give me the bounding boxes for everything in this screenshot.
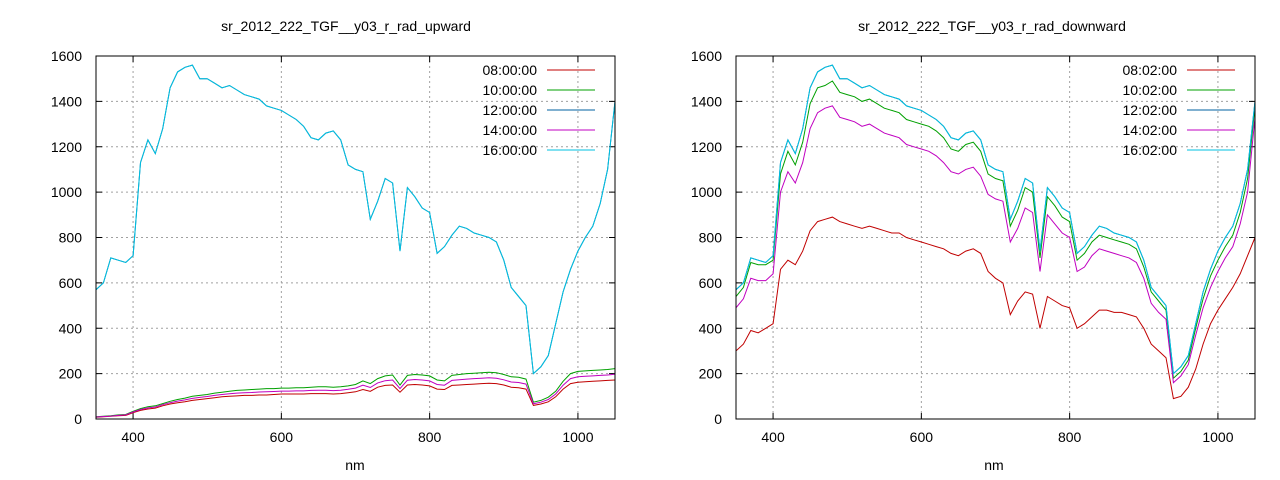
y-tick-label: 1400 (691, 93, 722, 109)
plot-frame (95, 55, 616, 420)
legend-label: 12:00:00 (483, 102, 538, 118)
y-tick-label: 200 (699, 366, 723, 382)
x-tick-label: 1000 (1202, 429, 1233, 445)
x-tick-label: 400 (121, 429, 145, 445)
legend-label: 14:00:00 (483, 122, 538, 138)
series-line-100000 (96, 368, 615, 418)
y-tick-label: 1600 (51, 48, 82, 64)
legend-label: 08:02:00 (1123, 62, 1178, 78)
y-tick-label: 1000 (691, 184, 722, 200)
legend-label: 12:02:00 (1123, 102, 1178, 118)
series-line-140000 (96, 373, 615, 418)
x-axis-label: nm (984, 457, 1003, 473)
x-tick-label: 600 (910, 429, 934, 445)
chart-title: sr_2012_222_TGF__y03_r_rad_downward (858, 18, 1126, 34)
legend-label: 10:02:00 (1123, 82, 1178, 98)
y-tick-label: 800 (699, 230, 723, 246)
chart-panel-2: sr_2012_222_TGF__y03_r_rad_downward 0 200 4… (691, 18, 1256, 473)
x-tick-label: 800 (1058, 429, 1082, 445)
y-tick-label: 0 (74, 411, 82, 427)
y-tick-label: 400 (699, 320, 723, 336)
plot-frame (735, 55, 1256, 420)
legend-label: 14:02:00 (1123, 122, 1178, 138)
series-line-160000 (96, 64, 615, 375)
y-tick-label: 400 (59, 320, 83, 336)
y-tick-label: 1200 (691, 139, 722, 155)
x-tick-label: 800 (418, 429, 442, 445)
y-tick-label: 600 (59, 275, 83, 291)
series-line-120200 (736, 64, 1255, 375)
series-line-100200 (736, 80, 1255, 380)
y-tick-label: 1400 (51, 93, 82, 109)
y-tick-label: 1600 (691, 48, 722, 64)
y-tick-label: 0 (714, 411, 722, 427)
x-axis-label: nm (345, 457, 364, 473)
x-tick-label: 1000 (562, 429, 593, 445)
legend-label: 16:02:00 (1123, 142, 1178, 158)
series-line-140200 (736, 105, 1255, 384)
x-tick-label: 400 (761, 429, 785, 445)
x-tick-label: 600 (270, 429, 294, 445)
y-tick-label: 1200 (51, 139, 82, 155)
series-line-160200 (736, 64, 1255, 375)
y-tick-label: 200 (59, 366, 83, 382)
series-line-080200 (736, 216, 1255, 400)
legend-label: 16:00:00 (483, 142, 538, 158)
legend-label: 08:00:00 (483, 62, 538, 78)
y-tick-label: 800 (59, 230, 83, 246)
chart-panel-1: sr_2012_222_TGF__y03_r_rad_upward 0 200 400… (51, 18, 616, 473)
y-tick-label: 1000 (51, 184, 82, 200)
series-line-080000 (96, 379, 615, 418)
chart-title: sr_2012_222_TGF__y03_r_rad_upward (221, 18, 471, 34)
y-tick-label: 600 (699, 275, 723, 291)
legend-label: 10:00:00 (483, 82, 538, 98)
series-line-120000 (96, 64, 615, 375)
